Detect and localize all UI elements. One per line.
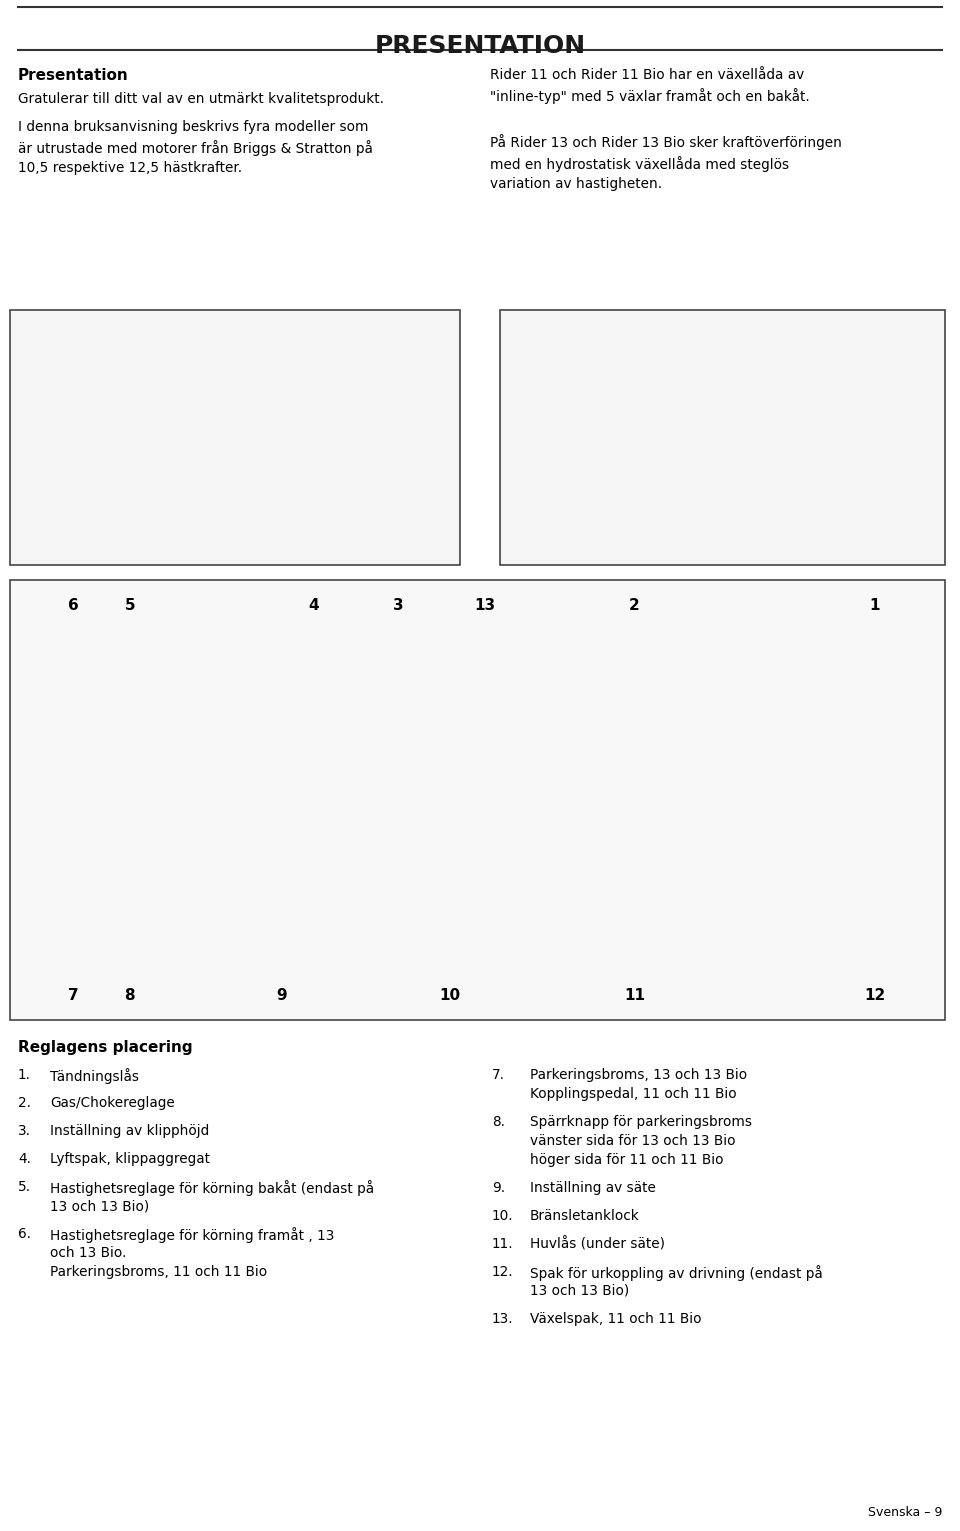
Text: Spak för urkoppling av drivning (endast på: Spak för urkoppling av drivning (endast … [530,1265,823,1281]
Text: Presentation: Presentation [18,67,129,83]
Text: Inställning av klipphöjd: Inställning av klipphöjd [50,1124,209,1138]
Bar [10,309,460,565]
Text: Gas/Chokereglage: Gas/Chokereglage [50,1096,175,1110]
Text: 5: 5 [125,599,135,612]
Text: 10.: 10. [492,1209,514,1223]
Text: Gratulerar till ditt val av en utmärkt kvalitetsprodukt.: Gratulerar till ditt val av en utmärkt k… [18,92,384,106]
Text: 8: 8 [125,987,135,1003]
Text: 11: 11 [624,987,645,1003]
Text: Svenska – 9: Svenska – 9 [868,1507,942,1519]
Text: 2.: 2. [18,1096,31,1110]
Text: 9: 9 [276,987,286,1003]
Text: Inställning av säte: Inställning av säte [530,1180,656,1196]
Text: 9.: 9. [492,1180,505,1196]
Text: 6.: 6. [18,1226,31,1242]
Text: 5.: 5. [18,1180,31,1194]
Text: PRESENTATION: PRESENTATION [374,34,586,58]
Text: 11.: 11. [492,1237,514,1251]
Text: Bränsletanklock: Bränsletanklock [530,1209,639,1223]
Text: 13 och 13 Bio): 13 och 13 Bio) [530,1285,629,1298]
Bar [500,309,945,565]
Text: 10: 10 [439,987,460,1003]
Text: Växelspak, 11 och 11 Bio: Växelspak, 11 och 11 Bio [530,1312,702,1326]
Bar [10,580,945,1020]
Text: 13.: 13. [492,1312,514,1326]
Text: 1: 1 [870,599,880,612]
Text: Spärrknapp för parkeringsbroms: Spärrknapp för parkeringsbroms [530,1115,752,1128]
Text: höger sida för 11 och 11 Bio: höger sida för 11 och 11 Bio [530,1153,724,1167]
Text: Rider 11 och Rider 11 Bio har en växellåda av
"inline-typ" med 5 växlar framåt o: Rider 11 och Rider 11 Bio har en växellå… [490,67,809,104]
Text: I denna bruksanvisning beskrivs fyra modeller som
är utrustade med motorer från : I denna bruksanvisning beskrivs fyra mod… [18,119,372,175]
Text: 8.: 8. [492,1115,505,1128]
Text: 7.: 7. [492,1069,505,1082]
Text: 12: 12 [864,987,885,1003]
Text: Parkeringsbroms, 13 och 13 Bio: Parkeringsbroms, 13 och 13 Bio [530,1069,747,1082]
Text: 4: 4 [308,599,319,612]
Text: 3: 3 [393,599,403,612]
Text: 6: 6 [68,599,79,612]
Text: Lyftspak, klippaggregat: Lyftspak, klippaggregat [50,1151,210,1167]
Text: 12.: 12. [492,1265,514,1278]
Text: Kopplingspedal, 11 och 11 Bio: Kopplingspedal, 11 och 11 Bio [530,1087,736,1101]
Text: Huvlås (under säte): Huvlås (under säte) [530,1237,665,1251]
Text: Hastighetsreglage för körning framåt , 13: Hastighetsreglage för körning framåt , 1… [50,1226,334,1243]
Text: och 13 Bio.: och 13 Bio. [50,1246,127,1260]
Text: På Rider 13 och Rider 13 Bio sker kraftöverföringen
med en hydrostatisk växellåd: På Rider 13 och Rider 13 Bio sker kraftö… [490,135,842,191]
Text: Parkeringsbroms, 11 och 11 Bio: Parkeringsbroms, 11 och 11 Bio [50,1265,267,1278]
Text: 2: 2 [629,599,640,612]
Text: 1.: 1. [18,1069,31,1082]
Text: Hastighetsreglage för körning bakåt (endast på: Hastighetsreglage för körning bakåt (end… [50,1180,374,1196]
Text: 4.: 4. [18,1151,31,1167]
Text: Reglagens placering: Reglagens placering [18,1040,193,1055]
Text: Tändningslås: Tändningslås [50,1069,139,1084]
Text: 13 och 13 Bio): 13 och 13 Bio) [50,1199,149,1213]
Text: 13: 13 [474,599,495,612]
Text: 3.: 3. [18,1124,31,1138]
Text: vänster sida för 13 och 13 Bio: vänster sida för 13 och 13 Bio [530,1134,735,1148]
Text: 7: 7 [68,987,79,1003]
